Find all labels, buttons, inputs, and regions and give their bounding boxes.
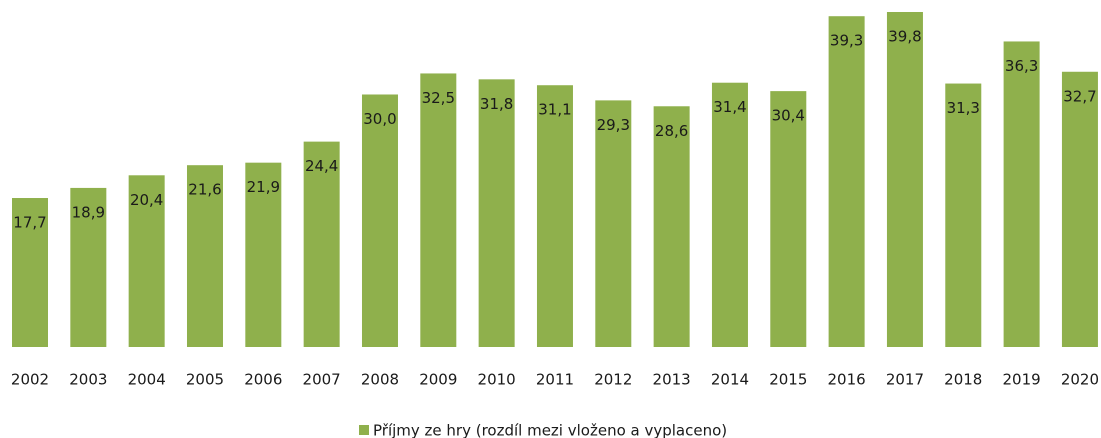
bar	[711, 82, 748, 347]
bar	[886, 12, 923, 347]
x-tick-label: 2009	[419, 371, 457, 389]
data-label: 31,8	[480, 95, 513, 113]
data-label: 36,3	[1005, 57, 1038, 75]
bar	[361, 94, 398, 348]
x-tick-label: 2015	[769, 371, 807, 389]
data-label: 17,7	[13, 214, 46, 232]
bar	[945, 83, 982, 347]
bar	[128, 175, 165, 347]
data-label: 31,3	[947, 99, 980, 117]
data-label: 21,6	[188, 181, 221, 199]
x-tick-label: 2011	[536, 371, 574, 389]
bar	[478, 79, 515, 348]
bar	[12, 198, 48, 347]
x-tick-label: 2008	[361, 371, 399, 389]
bar	[303, 141, 340, 347]
bar	[186, 165, 223, 347]
x-tick-label: 2019	[1003, 371, 1041, 389]
data-label: 32,5	[422, 89, 455, 107]
bar	[1003, 41, 1040, 347]
data-label: 28,6	[655, 122, 688, 140]
data-label: 29,3	[597, 116, 630, 134]
x-tick-label: 2004	[128, 371, 166, 389]
data-label: 31,4	[713, 98, 746, 116]
bar	[653, 106, 690, 347]
x-tick-label: 2013	[653, 371, 691, 389]
x-tick-label: 2010	[478, 371, 516, 389]
x-tick-label: 2003	[69, 371, 107, 389]
data-label: 31,1	[538, 101, 571, 119]
data-label: 18,9	[72, 203, 105, 221]
bar	[595, 100, 632, 347]
data-label: 30,4	[772, 107, 805, 125]
bar	[70, 187, 107, 347]
data-label: 30,0	[363, 110, 396, 128]
bar	[420, 73, 457, 347]
data-label: 39,3	[830, 32, 863, 50]
x-tick-label: 2012	[594, 371, 632, 389]
data-label: 20,4	[130, 191, 163, 209]
x-tick-label: 2020	[1061, 371, 1099, 389]
data-label: 39,8	[888, 28, 921, 46]
bar	[1061, 71, 1098, 348]
legend-label: Příjmy ze hry (rozdíl mezi vloženo a vyp…	[373, 422, 727, 438]
bar	[536, 85, 573, 348]
bar	[770, 91, 807, 347]
x-tick-label: 2006	[244, 371, 282, 389]
x-tick-label: 2014	[711, 371, 749, 389]
data-label: 21,9	[247, 178, 280, 196]
legend-swatch	[359, 425, 369, 435]
x-tick-label: 2007	[303, 371, 341, 389]
x-tick-label: 2017	[886, 371, 924, 389]
x-tick-label: 2018	[944, 371, 982, 389]
x-tick-label: 2016	[828, 371, 866, 389]
bar	[828, 16, 865, 347]
bar	[245, 162, 282, 347]
x-tick-label: 2002	[11, 371, 49, 389]
x-tick-label: 2005	[186, 371, 224, 389]
data-label: 24,4	[305, 157, 338, 175]
data-label: 32,7	[1063, 87, 1096, 105]
